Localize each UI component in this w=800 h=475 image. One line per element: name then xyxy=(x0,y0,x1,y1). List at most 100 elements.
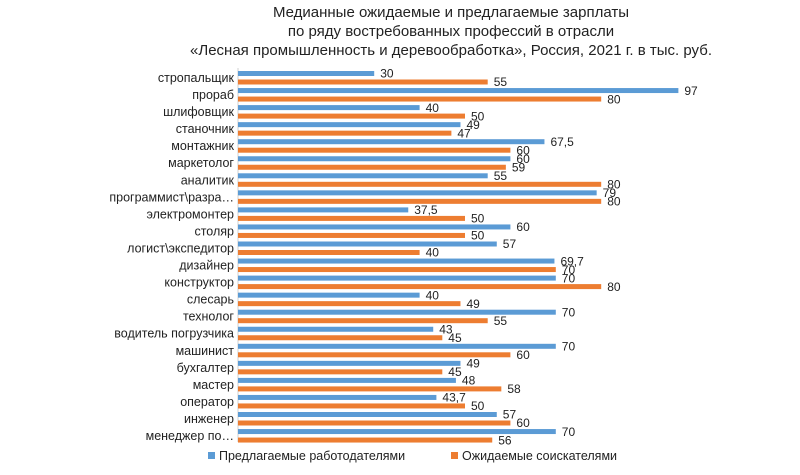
offered-salary-value-label: 57 xyxy=(503,408,517,422)
expected-salary-value-label: 80 xyxy=(607,195,621,209)
category-label: слесарь xyxy=(187,293,234,307)
offered-salary-bar xyxy=(238,258,555,264)
offered-salary-bar xyxy=(238,241,497,247)
expected-salary-value-label: 59 xyxy=(512,160,526,174)
legend-label: Предлагаемые работодателями xyxy=(219,449,405,463)
expected-salary-bar xyxy=(238,301,461,307)
legend-label: Ожидаемые соискателями xyxy=(462,449,617,463)
offered-salary-bar xyxy=(238,275,556,281)
category-label: менеджер по… xyxy=(146,429,234,443)
expected-salary-bar xyxy=(238,420,511,426)
expected-salary-bar xyxy=(238,215,465,221)
expected-salary-value-label: 56 xyxy=(498,433,512,447)
expected-salary-bar xyxy=(238,147,511,153)
offered-salary-value-label: 97 xyxy=(684,84,698,98)
offered-salary-value-label: 37,5 xyxy=(414,203,438,217)
chart-title-line: по ряду востребованных профессий в отрас… xyxy=(288,23,614,40)
offered-salary-bar xyxy=(238,156,511,162)
category-labels: стропальщик прораб шлифовщик станочник монта… xyxy=(109,71,234,443)
offered-salary-value-label: 70 xyxy=(562,305,576,319)
expected-salary-bar xyxy=(238,232,465,238)
offered-salary-value-label: 69,7 xyxy=(560,254,584,268)
legend-swatch xyxy=(451,452,458,459)
expected-salary-value-label: 70 xyxy=(562,263,576,277)
expected-salary-value-label: 60 xyxy=(516,348,530,362)
value-labels: 305597804050494767,56060595580798037,550… xyxy=(380,67,698,448)
expected-salary-value-label: 50 xyxy=(471,399,485,413)
legend: Предлагаемые работодателями Ожидаемые сои… xyxy=(208,449,617,463)
offered-salary-value-label: 30 xyxy=(380,67,394,81)
expected-salary-bar xyxy=(238,113,465,119)
offered-salary-bar xyxy=(238,394,437,400)
category-label: конструктор xyxy=(164,276,234,290)
expected-salary-value-label: 45 xyxy=(448,331,462,345)
offered-salary-bar xyxy=(238,88,679,94)
offered-salary-bar xyxy=(238,207,409,213)
offered-salary-bar xyxy=(238,429,556,435)
expected-salary-value-label: 80 xyxy=(607,280,621,294)
expected-salary-value-label: 50 xyxy=(471,109,485,123)
expected-salary-value-label: 50 xyxy=(471,229,485,243)
category-label: электромонтер xyxy=(146,207,234,221)
offered-salary-bar xyxy=(238,360,461,366)
expected-salary-value-label: 80 xyxy=(607,92,621,106)
category-label: аналитик xyxy=(181,173,235,187)
offered-salary-value-label: 40 xyxy=(426,101,440,115)
category-label: инженер xyxy=(184,412,234,426)
category-label: столяр xyxy=(194,224,234,238)
expected-salary-bar xyxy=(238,198,602,204)
expected-salary-bar xyxy=(238,437,493,443)
offered-salary-bar xyxy=(238,326,434,332)
offered-salary-bar xyxy=(238,105,420,111)
offered-salary-bar xyxy=(238,190,597,196)
category-label: шлифовщик xyxy=(163,105,234,119)
offered-salary-value-label: 79 xyxy=(603,186,617,200)
offered-salary-value-label: 60 xyxy=(516,152,530,166)
offered-salary-bar xyxy=(238,139,545,145)
expected-salary-bar xyxy=(238,284,602,290)
offered-salary-bar xyxy=(238,292,420,298)
expected-salary-bar xyxy=(238,130,452,136)
expected-salary-value-label: 40 xyxy=(426,246,440,260)
expected-salary-bar xyxy=(238,181,602,187)
offered-salary-bar xyxy=(238,122,461,128)
expected-salary-value-label: 58 xyxy=(507,382,521,396)
expected-salary-value-label: 50 xyxy=(471,212,485,226)
category-label: машинист xyxy=(176,344,235,358)
offered-salary-bar xyxy=(238,377,456,383)
category-label: оператор xyxy=(180,395,234,409)
bars xyxy=(238,71,679,443)
expected-salary-bar xyxy=(238,386,502,392)
expected-salary-value-label: 60 xyxy=(516,416,530,430)
expected-salary-value-label: 47 xyxy=(457,126,471,140)
offered-salary-bar xyxy=(238,343,556,349)
offered-salary-value-label: 70 xyxy=(562,340,576,354)
offered-salary-bar xyxy=(238,309,556,315)
expected-salary-value-label: 80 xyxy=(607,178,621,192)
expected-salary-bar xyxy=(238,250,420,255)
expected-salary-value-label: 55 xyxy=(494,314,508,328)
chart-title-line: «Лесная промышленность и деревообработка… xyxy=(190,42,712,59)
expected-salary-bar xyxy=(238,352,511,358)
category-label: бухгалтер xyxy=(177,361,234,375)
category-label: дизайнер xyxy=(179,259,234,273)
offered-salary-value-label: 70 xyxy=(562,425,576,439)
offered-salary-value-label: 43,7 xyxy=(442,391,466,405)
offered-salary-value-label: 60 xyxy=(516,220,530,234)
expected-salary-bar xyxy=(238,96,602,102)
offered-salary-value-label: 40 xyxy=(426,288,440,302)
category-label: водитель погрузчика xyxy=(114,327,234,341)
offered-salary-value-label: 49 xyxy=(466,118,480,132)
chart-title: Медианные ожидаемые и предлагаемые зарпл… xyxy=(190,4,712,59)
expected-salary-bar xyxy=(238,79,488,85)
offered-salary-value-label: 57 xyxy=(503,237,517,251)
expected-salary-bar xyxy=(238,403,465,409)
offered-salary-value-label: 43 xyxy=(439,322,453,336)
offered-salary-bar xyxy=(238,173,488,179)
expected-salary-value-label: 49 xyxy=(466,297,480,311)
expected-salary-value-label: 60 xyxy=(516,143,530,157)
expected-salary-bar xyxy=(238,164,506,170)
category-label: станочник xyxy=(176,122,235,136)
